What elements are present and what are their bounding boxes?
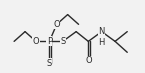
Text: O: O	[85, 56, 92, 65]
Text: N: N	[98, 27, 105, 36]
Text: S: S	[60, 37, 65, 46]
Text: H: H	[98, 38, 105, 47]
Text: S: S	[47, 59, 52, 68]
Text: O: O	[33, 37, 39, 46]
Text: P: P	[47, 37, 52, 46]
Text: O: O	[53, 20, 60, 29]
